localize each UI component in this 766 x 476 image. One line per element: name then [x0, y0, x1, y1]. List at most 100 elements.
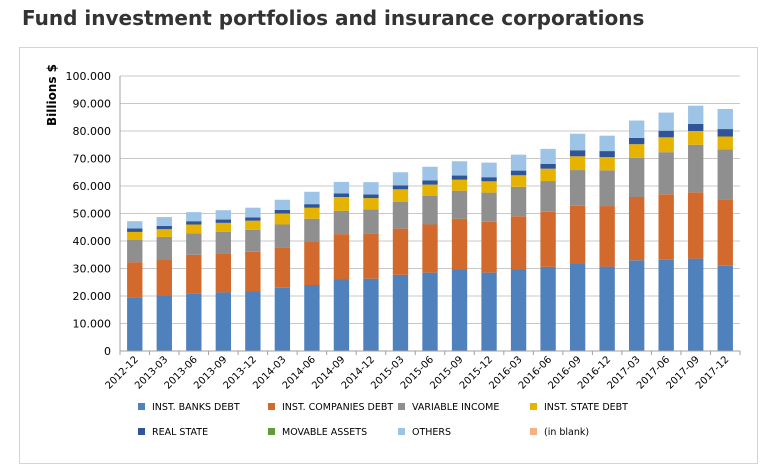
bar-segment — [274, 224, 291, 248]
bar-segment — [717, 149, 733, 200]
bar-segment — [215, 222, 232, 232]
bar-segment — [422, 224, 438, 273]
legend-swatch — [530, 428, 537, 435]
bar-segment — [186, 254, 202, 294]
bar-segment — [392, 274, 409, 351]
bar-segment — [274, 213, 291, 225]
bar-segment — [422, 166, 438, 181]
bar-segment — [658, 152, 674, 195]
stacked-bar-chart: 0 10.000 20.000 30.000 40.000 50.000 60.000 70.… — [45, 64, 741, 438]
bar-segment — [599, 170, 615, 207]
bar-segment — [540, 266, 556, 351]
bar-segment — [599, 135, 615, 152]
legend-item: (in blank) — [530, 427, 589, 438]
bar-segment — [628, 137, 645, 145]
y-tick-label: 100.000 — [66, 70, 112, 83]
legend-label: OTHERS — [412, 427, 451, 438]
legend-swatch — [398, 428, 405, 435]
bar-segment — [717, 265, 733, 351]
bar-segment — [156, 225, 172, 230]
bar-segment — [717, 136, 733, 150]
legend: INST. BANKS DEBT INST. COMPANIES DEBT VARI… — [138, 402, 628, 438]
bar-segment — [628, 197, 645, 261]
bars — [127, 105, 733, 351]
bar-segment — [481, 221, 497, 273]
bar-segment — [392, 185, 409, 190]
chart-frame: 0 10.000 20.000 30.000 40.000 50.000 60.000 70.… — [19, 47, 758, 464]
bar-segment — [127, 221, 143, 229]
bar-segment — [274, 209, 291, 214]
y-tick-label: 30.000 — [73, 263, 112, 276]
bar-segment — [481, 177, 497, 182]
bar-segment — [333, 234, 350, 280]
bar-segment — [510, 154, 527, 171]
bar-segment — [599, 151, 615, 158]
bar-segment — [333, 279, 350, 351]
bar-segment — [599, 157, 615, 171]
legend-swatch — [530, 403, 537, 410]
bar-segment — [304, 241, 320, 285]
bar-segment — [186, 293, 202, 351]
bar-segment — [304, 204, 320, 208]
bar-segment — [156, 217, 172, 226]
bar-segment — [186, 212, 202, 222]
bar-segment — [540, 181, 556, 212]
bar-segment — [304, 207, 320, 219]
bar-segment — [540, 168, 556, 182]
bar-segment — [628, 260, 645, 351]
bar-segment — [127, 262, 143, 298]
bar-segment — [392, 189, 409, 202]
bar-segment — [658, 112, 674, 131]
legend-item: OTHERS — [398, 427, 451, 438]
bar-segment — [688, 192, 704, 259]
bar-segment — [688, 131, 704, 145]
bar-segment — [156, 296, 172, 351]
legend-label: INST. BANKS DEBT — [152, 402, 240, 413]
bar-segment — [363, 198, 379, 210]
bar-segment — [569, 156, 586, 171]
bar-segment — [481, 192, 497, 222]
bar-segment — [628, 120, 645, 138]
y-tick-label: 60.000 — [73, 180, 112, 193]
bar-segment — [481, 272, 497, 351]
bar-segment — [215, 219, 232, 223]
bar-segment — [245, 229, 261, 252]
bar-segment — [186, 221, 202, 225]
legend-item: INST. COMPANIES DEBT — [268, 402, 393, 413]
bar-segment — [156, 229, 172, 237]
bar-segment — [363, 209, 379, 234]
bar-segment — [599, 206, 615, 267]
bar-segment — [510, 170, 527, 176]
legend-swatch — [138, 428, 145, 435]
legend-swatch — [398, 403, 405, 410]
bar-segment — [481, 181, 497, 193]
bar-segment — [156, 259, 172, 296]
bar-segment — [363, 233, 379, 279]
legend-label: REAL STATE — [152, 427, 208, 438]
bar-segment — [451, 175, 468, 180]
bar-segment — [215, 253, 232, 293]
bar-segment — [688, 105, 704, 124]
bar-segment — [274, 247, 291, 288]
bar-segment — [569, 170, 586, 206]
bar-segment — [422, 184, 438, 196]
bar-segment — [304, 218, 320, 242]
bar-segment — [510, 269, 527, 351]
bar-segment — [540, 148, 556, 164]
bar-segment — [688, 123, 704, 131]
bar-segment — [333, 193, 350, 197]
bar-segment — [540, 211, 556, 267]
bar-segment — [156, 236, 172, 260]
bar-segment — [274, 287, 291, 351]
bar-segment — [333, 181, 350, 194]
bar-segment — [245, 251, 261, 292]
bar-segment — [569, 263, 586, 351]
bar-segment — [333, 197, 350, 211]
bar-segment — [717, 129, 733, 137]
bar-segment — [186, 224, 202, 234]
y-tick-label: 90.000 — [73, 98, 112, 111]
bar-segment — [392, 228, 409, 275]
bar-segment — [540, 164, 556, 169]
bar-segment — [599, 266, 615, 351]
bar-segment — [245, 207, 261, 218]
